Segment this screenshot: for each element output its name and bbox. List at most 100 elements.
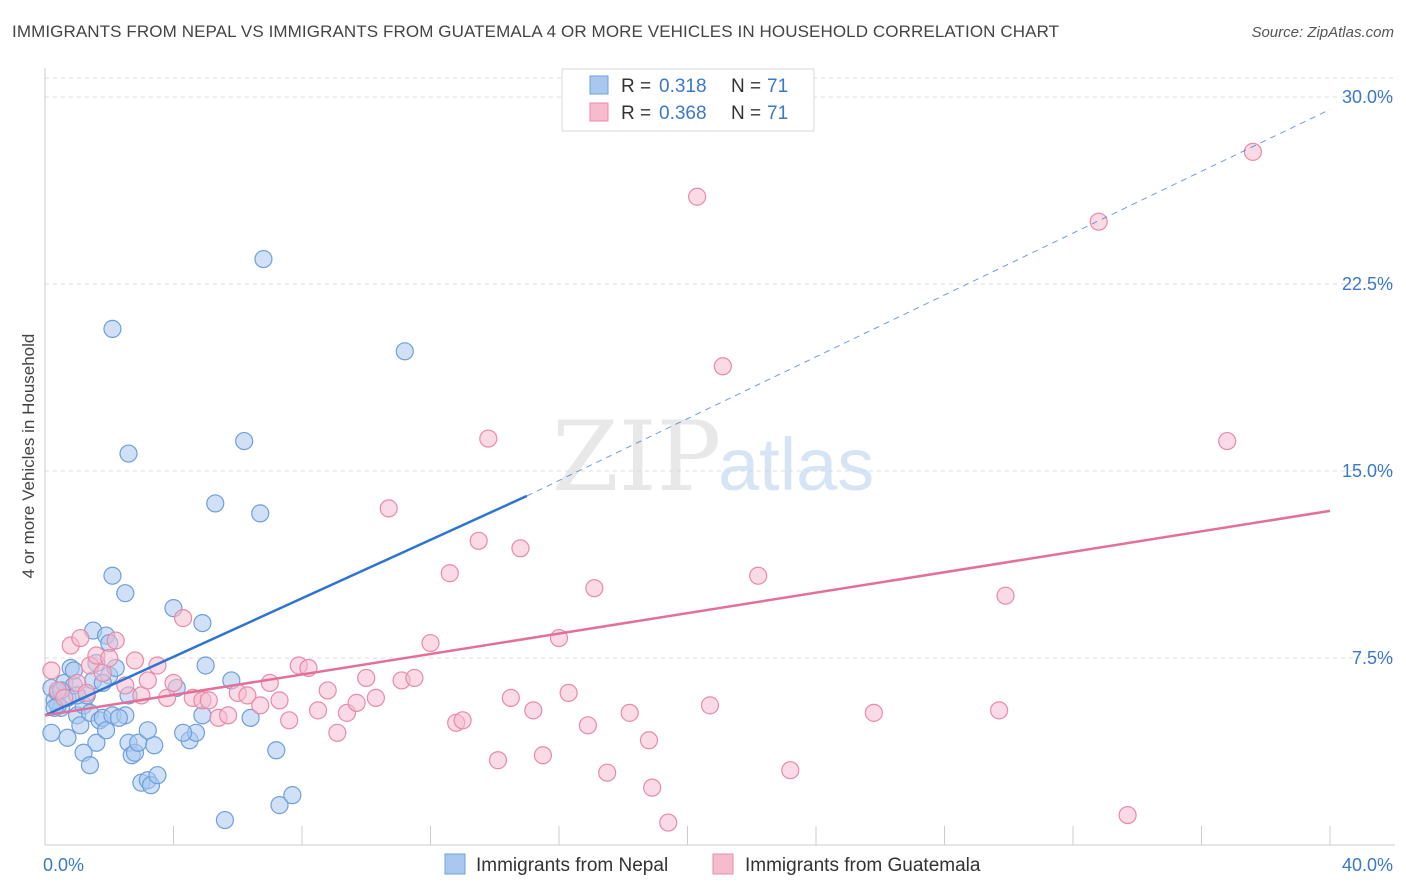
trend-lines bbox=[44, 109, 1331, 717]
axes bbox=[44, 68, 1395, 846]
y-tick-label: 22.5% bbox=[1342, 274, 1393, 294]
guatemala-point bbox=[533, 746, 553, 765]
guatemala-point bbox=[308, 701, 328, 720]
legend-nepal-n-label: N = bbox=[731, 76, 761, 97]
guatemala-point bbox=[270, 691, 289, 710]
guatemala-point bbox=[251, 696, 270, 715]
nepal-point bbox=[96, 721, 116, 740]
guatemala-point bbox=[318, 681, 337, 700]
nepal-point bbox=[174, 723, 193, 742]
guatemala-point bbox=[781, 761, 800, 780]
guatemala-point bbox=[469, 531, 488, 550]
guatemala-point bbox=[749, 566, 768, 585]
legend-guatemala-n-value: 71 bbox=[767, 103, 788, 124]
guatemala-point bbox=[501, 688, 520, 707]
guatemala-point bbox=[524, 701, 543, 720]
guatemala-point bbox=[174, 609, 193, 628]
y-axis-label: 4 or more Vehicles in Household bbox=[19, 334, 38, 579]
chart-source: Source: ZipAtlas.com bbox=[1251, 24, 1394, 41]
nepal-point bbox=[241, 708, 260, 727]
guatemala-point bbox=[238, 686, 257, 705]
nepal-point bbox=[119, 444, 138, 463]
legend-guatemala-r-label: R = bbox=[621, 103, 651, 124]
nepal-point bbox=[267, 741, 286, 760]
guatemala-point bbox=[598, 763, 617, 782]
y-tick-label: 15.0% bbox=[1342, 461, 1393, 481]
legend-item-nepal-swatch bbox=[444, 853, 466, 875]
nepal-point bbox=[196, 656, 215, 675]
legend-guatemala-n-label: N = bbox=[731, 103, 761, 124]
guatemala-point bbox=[138, 671, 157, 690]
guatemala-point bbox=[700, 696, 720, 715]
guatemala-point bbox=[280, 711, 299, 730]
guatemala-point bbox=[585, 579, 604, 598]
nepal-point bbox=[235, 431, 254, 451]
guatemala-point bbox=[405, 668, 424, 688]
guatemala-point bbox=[42, 661, 61, 680]
nepal-point bbox=[58, 728, 77, 747]
nepal-point bbox=[215, 810, 234, 830]
nepal-point bbox=[71, 716, 90, 735]
y-tick-label: 30.0% bbox=[1342, 87, 1393, 107]
guatemala-point bbox=[453, 711, 472, 730]
guatemala-point bbox=[347, 693, 366, 712]
nepal-point bbox=[254, 249, 273, 269]
nepal-trend-line bbox=[44, 494, 528, 717]
nepal-point bbox=[103, 566, 122, 585]
guatemala-point bbox=[357, 668, 376, 688]
guatemala-point bbox=[199, 691, 218, 710]
legend-nepal-swatch bbox=[589, 75, 609, 95]
guatemala-point bbox=[440, 564, 459, 583]
legend-nepal-r-value: 0.318 bbox=[659, 76, 707, 97]
guatemala-point bbox=[479, 429, 498, 448]
guatemala-point bbox=[488, 751, 508, 770]
watermark: ZIP atlas bbox=[552, 401, 874, 513]
nepal-point bbox=[270, 796, 289, 815]
guatemala-point bbox=[164, 673, 183, 693]
legend-item-guatemala-swatch bbox=[712, 853, 734, 875]
watermark-zip: ZIP bbox=[552, 401, 721, 513]
guatemala-point bbox=[106, 631, 125, 650]
nepal-trend-extension bbox=[526, 109, 1331, 497]
nepal-point bbox=[109, 708, 128, 727]
nepal-point bbox=[193, 613, 212, 633]
guatemala-point bbox=[643, 778, 662, 797]
guatemala-point bbox=[620, 703, 639, 722]
legend-nepal-r-label: R = bbox=[621, 76, 651, 97]
guatemala-point bbox=[688, 187, 707, 206]
guatemala-point bbox=[328, 723, 347, 742]
y-tick-label: 7.5% bbox=[1352, 648, 1393, 668]
guatemala-point bbox=[578, 716, 598, 735]
guatemala-point bbox=[366, 688, 385, 707]
guatemala-point bbox=[659, 813, 678, 832]
x-tick-label: 0.0% bbox=[43, 855, 84, 875]
nepal-point bbox=[138, 721, 157, 740]
guatemala-point bbox=[639, 731, 659, 750]
legend-item-nepal-label: Immigrants from Nepal bbox=[476, 855, 668, 876]
legend-guatemala-r-value: 0.368 bbox=[659, 103, 707, 124]
guatemala-point bbox=[100, 648, 119, 668]
guatemala-point bbox=[990, 701, 1009, 720]
chart-title: IMMIGRANTS FROM NEPAL VS IMMIGRANTS FROM… bbox=[12, 22, 1060, 41]
nepal-point bbox=[148, 766, 167, 785]
x-tick-label: 40.0% bbox=[1342, 855, 1393, 875]
guatemala-point bbox=[219, 706, 238, 725]
guatemala-point bbox=[421, 633, 440, 653]
guatemala-point bbox=[260, 673, 279, 693]
nepal-point bbox=[395, 342, 414, 361]
watermark-atlas: atlas bbox=[718, 423, 874, 506]
nepal-point bbox=[283, 786, 302, 805]
guatemala-point bbox=[1243, 142, 1263, 161]
guatemala-point bbox=[511, 539, 530, 558]
guatemala-point bbox=[71, 628, 90, 648]
legend-guatemala-swatch bbox=[589, 102, 609, 122]
legend-nepal-n-value: 71 bbox=[767, 76, 788, 97]
nepal-point bbox=[145, 736, 164, 755]
legend-item-guatemala-label: Immigrants from Guatemala bbox=[745, 855, 981, 876]
guatemala-point bbox=[1089, 212, 1108, 231]
series-legend: Immigrants from Nepal Immigrants from Gu… bbox=[444, 853, 981, 876]
guatemala-point bbox=[559, 683, 578, 703]
nepal-point bbox=[42, 723, 61, 742]
guatemala-point bbox=[713, 357, 732, 376]
